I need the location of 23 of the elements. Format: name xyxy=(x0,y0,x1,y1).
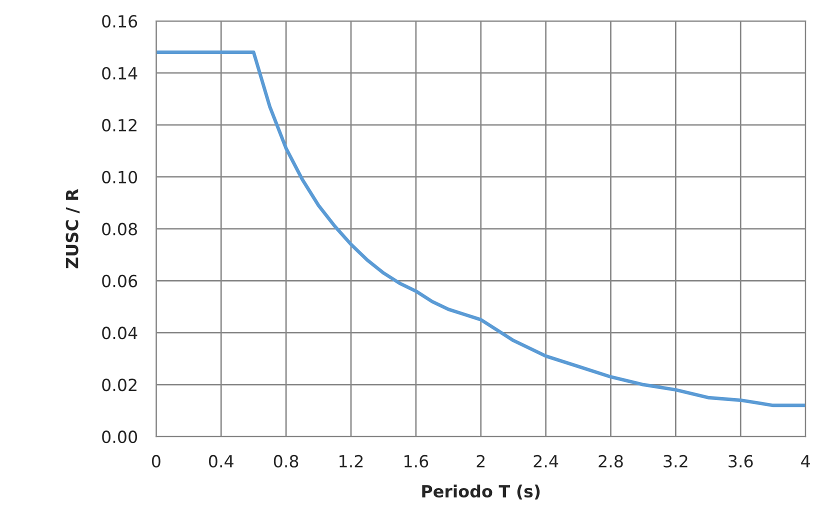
y-tick-label: 0.04 xyxy=(102,326,138,340)
x-tick-label: 2.8 xyxy=(598,454,623,468)
y-tick-label: 0.10 xyxy=(102,170,138,184)
y-axis-title: ZUSC / R xyxy=(66,188,80,268)
x-tick-label: 1.6 xyxy=(404,454,428,468)
y-tick-label: 0.08 xyxy=(102,222,137,236)
x-tick-label: 2 xyxy=(476,454,485,468)
y-tick-label: 0.12 xyxy=(102,118,136,132)
x-tick-label: 0 xyxy=(152,454,160,468)
x-tick-label: 1.2 xyxy=(340,454,363,468)
x-tick-label: 3.2 xyxy=(664,454,688,468)
x-tick-label: 2.4 xyxy=(534,454,558,468)
y-tick-label: 0.16 xyxy=(102,15,138,28)
y-tick-label: 0.02 xyxy=(102,378,136,392)
y-tick-label: 0.14 xyxy=(102,66,138,80)
x-tick-label: 4 xyxy=(801,455,810,468)
line-series xyxy=(156,50,806,408)
x-tick-label: 3.6 xyxy=(728,454,753,468)
x-tick-label: 0.4 xyxy=(208,454,234,468)
x-tick-label: 0.8 xyxy=(274,454,298,468)
x-axis-title: Periodo T (s) xyxy=(422,484,540,500)
y-tick-label: 0.00 xyxy=(102,430,138,444)
y-tick-label: 0.06 xyxy=(102,274,138,288)
